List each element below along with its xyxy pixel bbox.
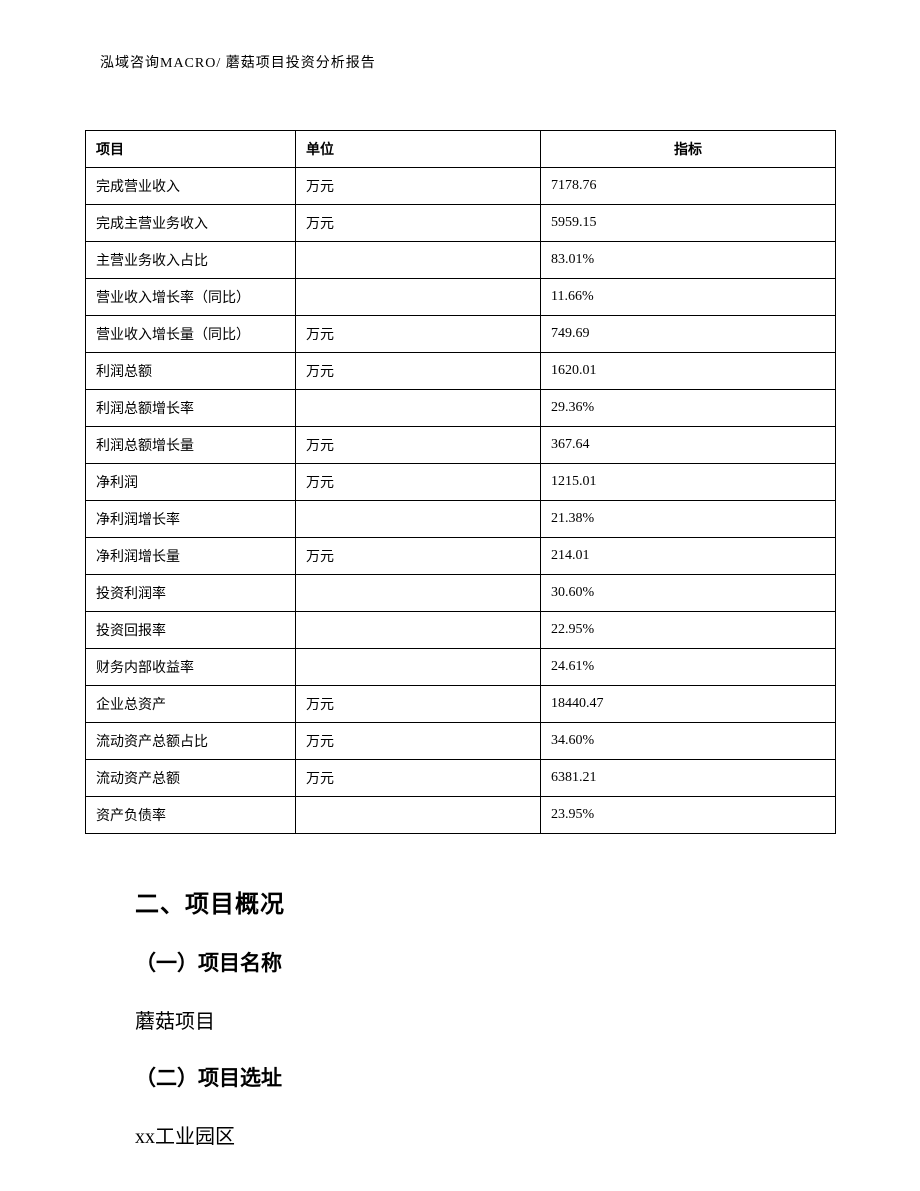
- table-row: 企业总资产 万元 18440.47: [86, 686, 836, 723]
- subsection-heading-2: （二）项目选址: [135, 1062, 835, 1092]
- cell-item: 净利润: [86, 464, 296, 501]
- cell-item: 流动资产总额: [86, 760, 296, 797]
- table-row: 财务内部收益率 24.61%: [86, 649, 836, 686]
- cell-item: 利润总额增长率: [86, 390, 296, 427]
- cell-unit: [296, 612, 541, 649]
- cell-unit: [296, 797, 541, 834]
- col-header-unit: 单位: [296, 131, 541, 168]
- cell-value: 1215.01: [541, 464, 836, 501]
- cell-unit: [296, 242, 541, 279]
- cell-unit: [296, 390, 541, 427]
- cell-item: 流动资产总额占比: [86, 723, 296, 760]
- cell-item: 财务内部收益率: [86, 649, 296, 686]
- table-row: 完成营业收入 万元 7178.76: [86, 168, 836, 205]
- table-row: 营业收入增长量（同比） 万元 749.69: [86, 316, 836, 353]
- table-header-row: 项目 单位 指标: [86, 131, 836, 168]
- cell-unit: 万元: [296, 464, 541, 501]
- cell-value: 18440.47: [541, 686, 836, 723]
- cell-unit: [296, 575, 541, 612]
- col-header-item: 项目: [86, 131, 296, 168]
- cell-value: 22.95%: [541, 612, 836, 649]
- cell-unit: 万元: [296, 760, 541, 797]
- table-row: 流动资产总额 万元 6381.21: [86, 760, 836, 797]
- cell-item: 完成营业收入: [86, 168, 296, 205]
- cell-value: 83.01%: [541, 242, 836, 279]
- cell-unit: 万元: [296, 316, 541, 353]
- table-row: 利润总额 万元 1620.01: [86, 353, 836, 390]
- table-row: 流动资产总额占比 万元 34.60%: [86, 723, 836, 760]
- table-row: 营业收入增长率（同比） 11.66%: [86, 279, 836, 316]
- cell-value: 29.36%: [541, 390, 836, 427]
- cell-unit: 万元: [296, 686, 541, 723]
- table-row: 利润总额增长量 万元 367.64: [86, 427, 836, 464]
- cell-value: 5959.15: [541, 205, 836, 242]
- cell-item: 利润总额: [86, 353, 296, 390]
- col-header-value: 指标: [541, 131, 836, 168]
- cell-value: 34.60%: [541, 723, 836, 760]
- cell-value: 21.38%: [541, 501, 836, 538]
- table-row: 净利润增长率 21.38%: [86, 501, 836, 538]
- content-area: 项目 单位 指标 完成营业收入 万元 7178.76 完成主营业务收入 万元 5…: [85, 130, 835, 1149]
- table-row: 完成主营业务收入 万元 5959.15: [86, 205, 836, 242]
- cell-item: 净利润增长率: [86, 501, 296, 538]
- cell-item: 企业总资产: [86, 686, 296, 723]
- body-text-1: 蘑菇项目: [135, 1005, 835, 1034]
- cell-unit: 万元: [296, 723, 541, 760]
- page-header: 泓域咨询MACRO/ 蘑菇项目投资分析报告: [100, 52, 376, 72]
- cell-value: 749.69: [541, 316, 836, 353]
- cell-unit: [296, 501, 541, 538]
- cell-value: 6381.21: [541, 760, 836, 797]
- cell-item: 主营业务收入占比: [86, 242, 296, 279]
- cell-item: 资产负债率: [86, 797, 296, 834]
- cell-item: 投资利润率: [86, 575, 296, 612]
- cell-unit: [296, 649, 541, 686]
- cell-unit: 万元: [296, 353, 541, 390]
- cell-unit: 万元: [296, 205, 541, 242]
- cell-item: 利润总额增长量: [86, 427, 296, 464]
- cell-value: 24.61%: [541, 649, 836, 686]
- section-heading-2: 二、项目概况: [135, 884, 835, 919]
- table-row: 资产负债率 23.95%: [86, 797, 836, 834]
- body-text-2: xx工业园区: [135, 1120, 835, 1149]
- cell-item: 营业收入增长率（同比）: [86, 279, 296, 316]
- subsection-heading-1: （一）项目名称: [135, 947, 835, 977]
- cell-value: 11.66%: [541, 279, 836, 316]
- cell-value: 7178.76: [541, 168, 836, 205]
- cell-unit: 万元: [296, 538, 541, 575]
- cell-item: 完成主营业务收入: [86, 205, 296, 242]
- table-row: 投资回报率 22.95%: [86, 612, 836, 649]
- cell-unit: [296, 279, 541, 316]
- cell-unit: 万元: [296, 168, 541, 205]
- table-row: 净利润 万元 1215.01: [86, 464, 836, 501]
- cell-value: 1620.01: [541, 353, 836, 390]
- cell-value: 30.60%: [541, 575, 836, 612]
- cell-value: 23.95%: [541, 797, 836, 834]
- table-row: 主营业务收入占比 83.01%: [86, 242, 836, 279]
- cell-item: 营业收入增长量（同比）: [86, 316, 296, 353]
- cell-unit: 万元: [296, 427, 541, 464]
- cell-item: 净利润增长量: [86, 538, 296, 575]
- table-row: 利润总额增长率 29.36%: [86, 390, 836, 427]
- table-row: 投资利润率 30.60%: [86, 575, 836, 612]
- cell-item: 投资回报率: [86, 612, 296, 649]
- table-row: 净利润增长量 万元 214.01: [86, 538, 836, 575]
- cell-value: 214.01: [541, 538, 836, 575]
- cell-value: 367.64: [541, 427, 836, 464]
- financial-table: 项目 单位 指标 完成营业收入 万元 7178.76 完成主营业务收入 万元 5…: [85, 130, 836, 834]
